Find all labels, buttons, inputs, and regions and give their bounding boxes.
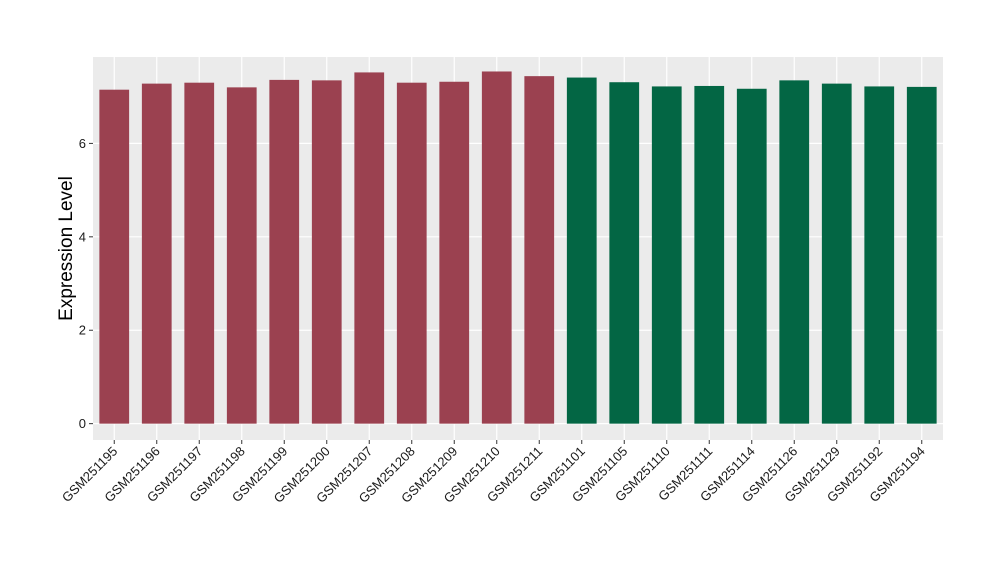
bar-GSM251105	[609, 82, 640, 424]
bar-GSM251211	[524, 76, 555, 424]
bar-GSM251110	[651, 86, 682, 424]
bar-GSM251207	[354, 72, 385, 424]
y-axis: 0 2 4 6	[79, 136, 93, 431]
bar-GSM251199	[269, 79, 300, 424]
bar-GSM251126	[779, 80, 810, 424]
bar-GSM251194	[906, 86, 937, 424]
bar-GSM251195	[99, 89, 130, 424]
bar-GSM251196	[141, 83, 172, 424]
y-tick-label: 6	[79, 136, 86, 151]
bar-GSM251200	[311, 80, 342, 424]
y-tick-label: 2	[79, 323, 86, 338]
y-tick-label: 4	[79, 229, 86, 244]
y-tick-label: 0	[79, 416, 86, 431]
bar-GSM251209	[439, 81, 470, 424]
bar-GSM251210	[481, 71, 512, 424]
y-axis-title: Expression Level	[56, 176, 77, 321]
bar-GSM251192	[864, 86, 895, 424]
bar-GSM251129	[821, 83, 852, 424]
plot-panel	[93, 57, 943, 440]
bar-GSM251198	[226, 87, 257, 424]
bar-GSM251111	[694, 85, 725, 424]
bar-GSM251114	[736, 88, 767, 424]
bars	[99, 71, 937, 424]
bar-GSM251197	[184, 82, 215, 424]
bar-GSM251101	[566, 77, 597, 424]
x-axis: GSM251195GSM251196GSM251197GSM251198GSM2…	[59, 440, 928, 506]
bar-GSM251208	[396, 82, 427, 424]
